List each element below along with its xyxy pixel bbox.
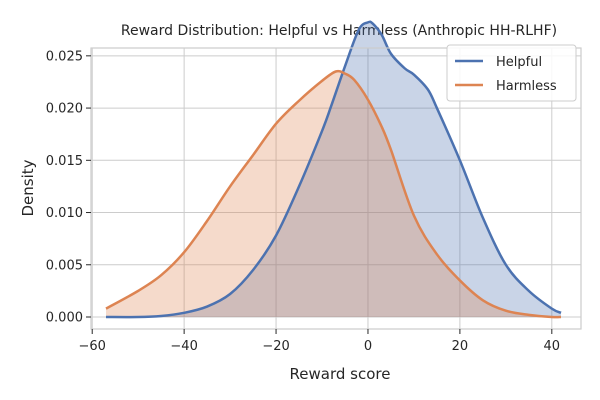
y-axis-ticks: 0.000 0.005 0.010 0.015 0.020 0.025 bbox=[46, 49, 91, 326]
x-tick-label: 0 bbox=[364, 339, 372, 354]
density-lines bbox=[105, 20, 562, 319]
x-axis-ticks: −60 −40 −20 0 20 40 bbox=[78, 329, 560, 354]
y-tick-label: 0.025 bbox=[46, 49, 83, 64]
y-tick-label: 0.000 bbox=[46, 311, 83, 326]
x-tick-label: −40 bbox=[170, 339, 197, 354]
legend: Helpful Harmless bbox=[446, 44, 577, 102]
legend-label-harmless: Harmless bbox=[496, 79, 557, 94]
x-tick-label: −20 bbox=[262, 339, 289, 354]
x-tick-label: 40 bbox=[544, 339, 561, 354]
plot-frame bbox=[90, 47, 582, 330]
legend-box bbox=[446, 44, 577, 102]
line-helpful bbox=[105, 20, 562, 319]
area-harmless bbox=[106, 71, 561, 318]
line-harmless bbox=[105, 69, 562, 319]
y-tick-label: 0.005 bbox=[46, 258, 83, 273]
area-helpful bbox=[106, 21, 561, 318]
y-tick-label: 0.020 bbox=[46, 102, 83, 117]
chart-title: Reward Distribution: Helpful vs Harmless… bbox=[121, 23, 557, 39]
x-tick-label: 20 bbox=[452, 339, 469, 354]
x-tick-label: −60 bbox=[78, 339, 105, 354]
density-areas bbox=[106, 21, 561, 318]
x-axis-label: Reward score bbox=[290, 365, 391, 383]
y-tick-label: 0.010 bbox=[46, 206, 83, 221]
y-tick-label: 0.015 bbox=[46, 154, 83, 169]
y-axis-label: Density bbox=[19, 159, 37, 216]
legend-label-helpful: Helpful bbox=[496, 55, 542, 70]
